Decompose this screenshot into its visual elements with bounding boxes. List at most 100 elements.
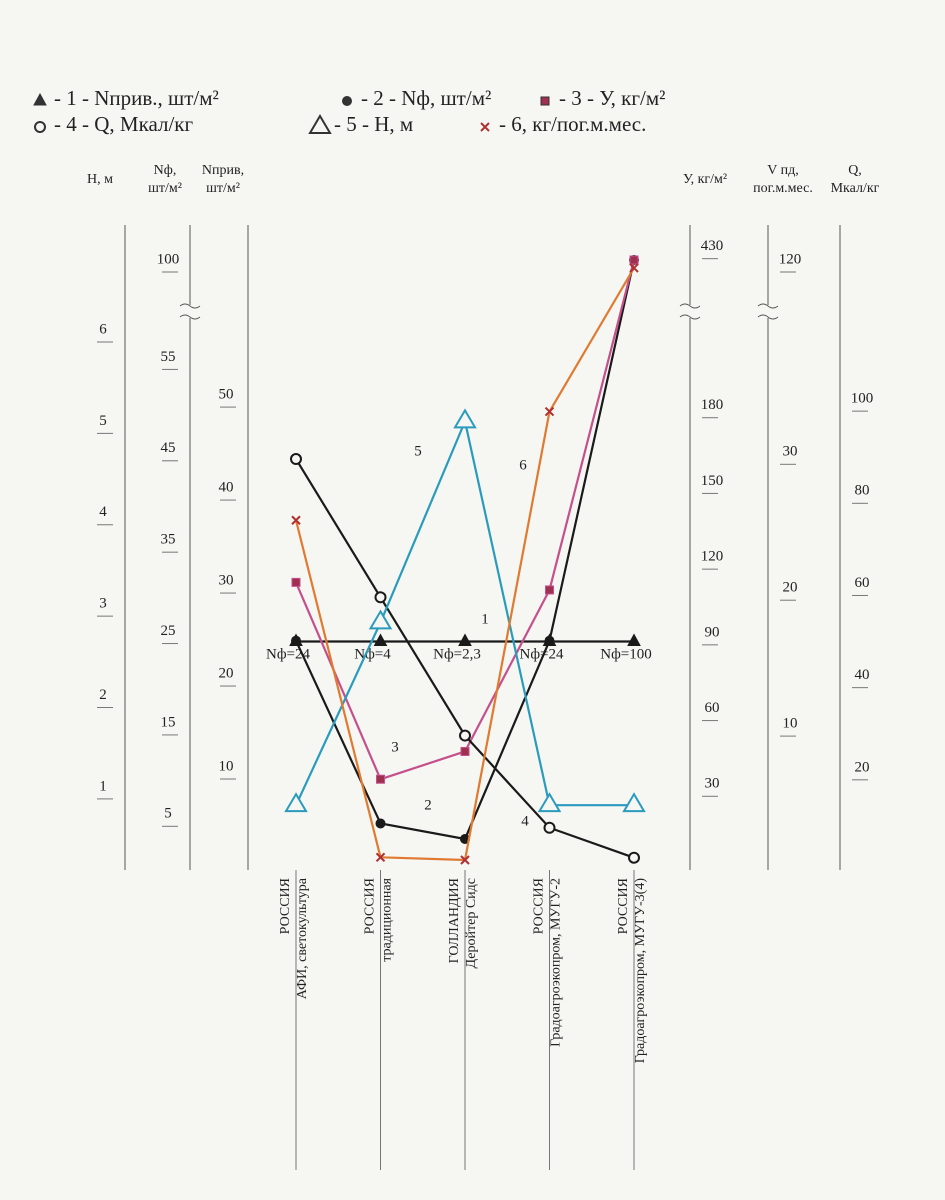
legend-label: - 4 - Q, Мкал/кг [54, 112, 193, 136]
tick-label: 3 [99, 596, 107, 612]
series-label: 3 [391, 739, 399, 755]
point [544, 635, 555, 646]
axis-title: H, м [87, 172, 113, 187]
axis-break [179, 303, 201, 320]
legend-marker [308, 114, 332, 134]
legend-marker [540, 96, 550, 106]
legend-label: - 6, кг/пог.м.мес. [499, 112, 646, 136]
category-country: РОССИЯ [532, 878, 547, 934]
tick-label: 5 [99, 413, 107, 429]
point [375, 818, 386, 829]
tick-label: 120 [701, 549, 724, 565]
point [284, 792, 308, 813]
legend-marker [34, 121, 46, 133]
legend-marker [33, 92, 47, 106]
point [544, 406, 555, 417]
tick-label: 40 [219, 480, 234, 496]
point [628, 851, 640, 864]
point [545, 585, 554, 595]
tick-label: 80 [855, 483, 870, 499]
tick-label: 5 [164, 806, 172, 822]
legend-label: - 1 - Nприв., шт/м² [54, 86, 219, 110]
tick-label: 20 [855, 759, 870, 775]
axis-title: У, кг/м² [683, 172, 727, 187]
tick-label: 1 [99, 778, 107, 794]
point [537, 792, 562, 813]
tick-label: 25 [161, 623, 176, 639]
category-country: РОССИЯ [616, 878, 631, 934]
axis-break [757, 303, 779, 320]
tick-label: 120 [779, 251, 802, 267]
point [543, 821, 556, 834]
tick-label: 35 [161, 532, 176, 548]
tick-label: 430 [701, 238, 724, 254]
legend-label: - 2 - Nф, шт/м² [361, 86, 491, 110]
tick-label: 30 [705, 776, 720, 792]
tick-label: 15 [161, 714, 176, 730]
point [373, 633, 388, 646]
point [627, 633, 641, 646]
category-name: АФИ, светокультура [295, 877, 310, 999]
annotation: Nф=24 [519, 646, 564, 662]
tick-label: 10 [219, 758, 234, 774]
axis-title: Мкал/кг [831, 181, 880, 196]
axis-title: V пд, [767, 163, 798, 178]
point [290, 453, 302, 466]
axis-break [679, 303, 701, 320]
category-name: Градоагроэкопром, МУГУ-3(4) [633, 878, 648, 1064]
point [375, 852, 386, 862]
annotation: Nф=4 [354, 646, 391, 662]
category-name: традиционная [380, 877, 395, 961]
category-country: РОССИЯ [278, 878, 293, 934]
point [629, 255, 639, 265]
point [453, 408, 477, 429]
category-country: РОССИЯ [363, 878, 378, 934]
point [459, 729, 471, 742]
point [291, 515, 301, 525]
tick-label: 6 [99, 321, 107, 337]
axis-title: Q, [848, 163, 862, 178]
tick-label: 60 [855, 575, 870, 591]
point [291, 635, 301, 646]
tick-label: 180 [701, 397, 724, 413]
point [291, 577, 301, 587]
point [368, 609, 393, 630]
series-label: 2 [424, 797, 432, 813]
series-label: 6 [519, 457, 527, 473]
category-country: ГОЛЛАНДИЯ [447, 878, 462, 963]
axis-title: шт/м² [148, 181, 182, 196]
tick-label: 50 [219, 387, 234, 403]
point [460, 855, 470, 865]
axis-title: пог.м.мес. [753, 181, 813, 196]
legend-label: - 3 - У, кг/м² [559, 86, 665, 110]
point [460, 746, 470, 756]
category-name: Градоагроэкопром, МУГУ-2 [549, 878, 564, 1047]
legend-label: - 5 - H, м [334, 112, 413, 136]
point [376, 774, 385, 784]
tick-label: 20 [783, 580, 798, 596]
tick-label: 4 [99, 504, 107, 520]
tick-label: 20 [219, 665, 234, 681]
series-line [294, 267, 635, 862]
series-label: 1 [481, 611, 489, 627]
series-label: 5 [414, 443, 422, 459]
point [458, 633, 472, 646]
tick-label: 150 [701, 473, 724, 489]
axis-title: Nф, [154, 163, 177, 178]
tick-label: 40 [855, 667, 870, 683]
annotation: Nф=100 [600, 646, 652, 662]
tick-label: 2 [99, 687, 107, 703]
point [374, 591, 387, 604]
legend-marker [480, 122, 490, 132]
tick-label: 100 [851, 391, 874, 407]
series-line [294, 259, 636, 781]
category-name: Деройтер Сидс [464, 878, 479, 968]
tick-label: 55 [161, 349, 176, 365]
annotation: Nф=2,3 [433, 646, 481, 662]
point [629, 263, 639, 273]
tick-label: 30 [219, 572, 234, 588]
tick-label: 30 [783, 444, 798, 460]
tick-label: 90 [705, 624, 720, 640]
legend-marker [342, 96, 352, 106]
